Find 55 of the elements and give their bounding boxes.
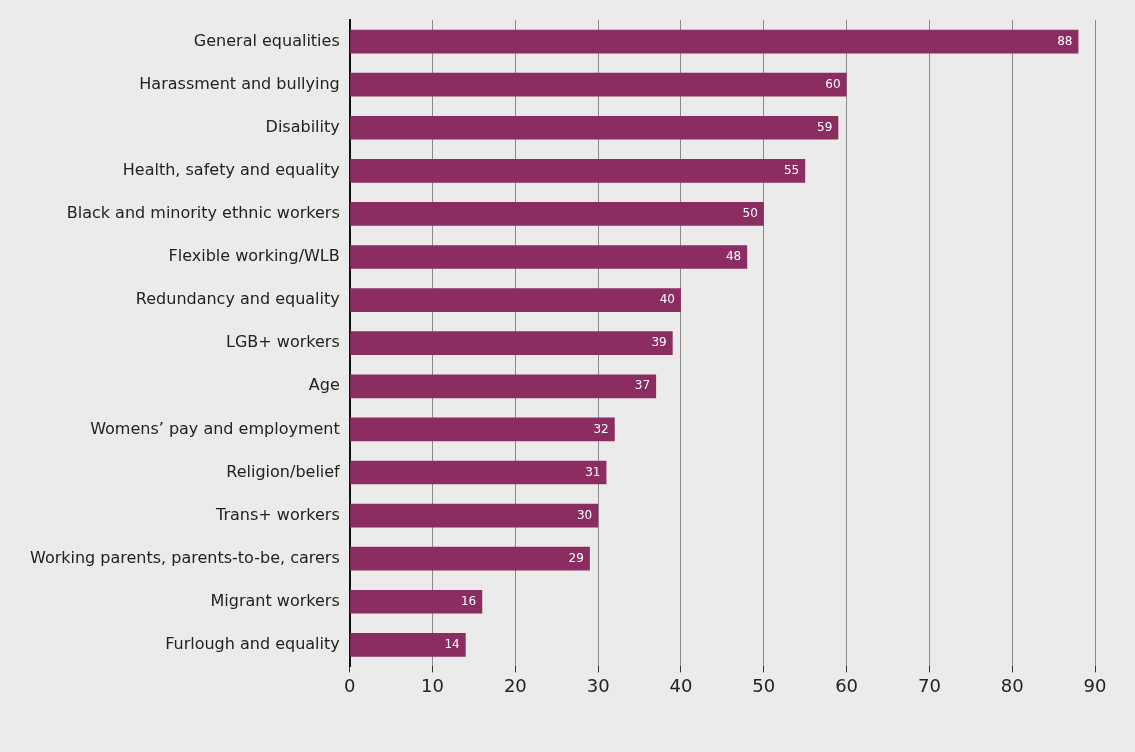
bar bbox=[350, 115, 839, 140]
data-label: 59 bbox=[817, 119, 833, 134]
bar bbox=[350, 158, 806, 183]
x-tick-label: 40 bbox=[669, 674, 693, 696]
y-tick-label: Migrant workers bbox=[210, 590, 340, 610]
bar bbox=[350, 72, 847, 97]
y-tick-label: Age bbox=[308, 375, 340, 395]
y-tick-label: Trans+ workers bbox=[215, 504, 340, 524]
data-label: 30 bbox=[576, 507, 593, 522]
y-tick-label: LGB+ workers bbox=[226, 332, 340, 352]
data-label: 88 bbox=[1057, 33, 1073, 48]
y-tick-label: Flexible working/WLB bbox=[168, 246, 340, 266]
bar bbox=[350, 633, 466, 657]
y-tick-label: Health, safety and equality bbox=[122, 159, 340, 179]
data-label: 32 bbox=[593, 421, 609, 436]
data-label: 29 bbox=[568, 550, 584, 565]
data-label: 50 bbox=[742, 206, 758, 221]
data-label: 48 bbox=[725, 249, 742, 264]
data-label: 40 bbox=[659, 292, 675, 307]
y-tick-label: Harassment and bullying bbox=[139, 73, 340, 93]
bar bbox=[350, 417, 615, 442]
bar bbox=[350, 589, 483, 614]
x-tick-label: 0 bbox=[344, 674, 356, 696]
y-tick-label: General equalities bbox=[193, 30, 340, 50]
data-label: 37 bbox=[634, 378, 651, 393]
bar bbox=[350, 546, 590, 571]
bar bbox=[350, 374, 657, 399]
y-tick-label: Furlough and equality bbox=[165, 634, 340, 654]
bar bbox=[350, 29, 1079, 54]
x-tick-label: 70 bbox=[917, 674, 941, 696]
x-tick-label: 30 bbox=[586, 674, 610, 696]
bar bbox=[350, 460, 607, 485]
bar bbox=[350, 331, 673, 356]
bar bbox=[350, 288, 681, 312]
x-tick-label: 60 bbox=[835, 674, 859, 696]
bar bbox=[350, 503, 599, 528]
data-label: 60 bbox=[825, 76, 841, 91]
bar bbox=[350, 245, 748, 269]
y-tick-label: Religion/belief bbox=[226, 461, 341, 481]
x-tick-label: 20 bbox=[503, 674, 527, 696]
y-tick-label: Disability bbox=[265, 116, 340, 136]
data-label: 39 bbox=[651, 335, 667, 350]
y-tick-label: Womens’ pay and employment bbox=[90, 418, 340, 438]
x-tick-label: 90 bbox=[1083, 674, 1107, 696]
y-tick-label: Redundancy and equality bbox=[135, 289, 340, 309]
y-tick-label: Working parents, parents-to-be, carers bbox=[29, 547, 340, 567]
data-label: 31 bbox=[585, 464, 601, 479]
bar bbox=[350, 202, 764, 226]
x-tick-label: 50 bbox=[752, 674, 776, 696]
data-label: 14 bbox=[444, 636, 460, 651]
data-label: 55 bbox=[783, 162, 800, 177]
y-tick-label: Black and minority ethnic workers bbox=[66, 203, 340, 223]
data-label: 16 bbox=[460, 593, 477, 608]
x-tick-label: 10 bbox=[421, 674, 444, 696]
x-tick-label: 80 bbox=[1000, 674, 1024, 696]
